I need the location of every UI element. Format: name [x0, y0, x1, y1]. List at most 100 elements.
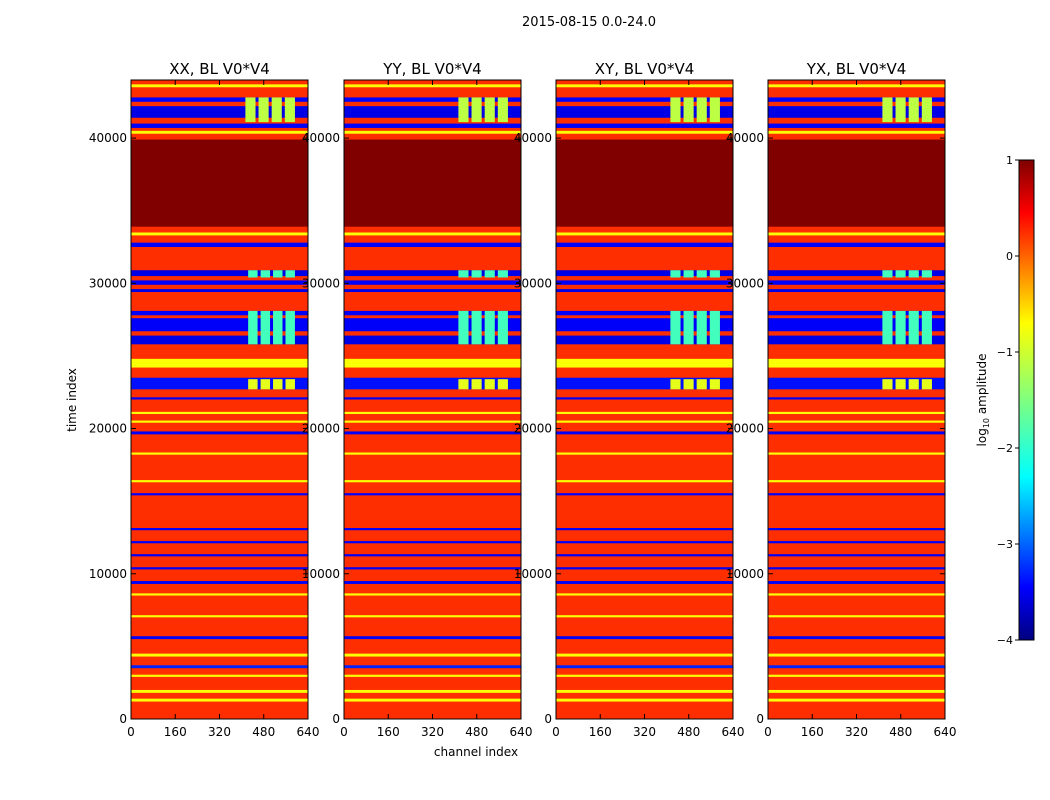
heatmap-band: [768, 397, 945, 400]
heatmap-band: [768, 554, 945, 557]
heatmap-band: [344, 377, 521, 390]
heatmap-band: [131, 528, 308, 531]
heatmap-band: [556, 310, 733, 316]
heatmap-patch: [670, 270, 681, 278]
heatmap-patch: [248, 379, 258, 390]
x-tick-label: 480: [677, 725, 700, 739]
heatmap-patch: [882, 379, 893, 390]
heatmap-patch: [908, 310, 919, 345]
heatmap-band: [768, 123, 945, 128]
x-tick-label: 320: [208, 725, 231, 739]
heatmap-band: [344, 593, 521, 596]
heatmap-patch: [696, 379, 707, 390]
heatmap-patch: [458, 310, 469, 345]
heatmap-band: [131, 232, 308, 236]
heatmap-band: [131, 674, 308, 677]
colorbar-tick-label: 0: [1006, 250, 1013, 263]
y-tick-label: 10000: [302, 567, 340, 581]
heatmap-band: [344, 97, 521, 102]
heatmap-band: [344, 335, 521, 345]
heatmap-band: [131, 665, 308, 669]
x-tick-label: 480: [252, 725, 275, 739]
heatmap-band: [556, 420, 733, 423]
heatmap-patch: [882, 270, 893, 278]
heatmap-band: [344, 636, 521, 640]
y-tick-label: 40000: [514, 131, 552, 145]
heatmap-band: [768, 653, 945, 657]
heatmap-patch: [497, 379, 508, 390]
heatmap-patch: [248, 270, 258, 278]
heatmap-band: [131, 130, 308, 134]
heatmap-band: [344, 452, 521, 455]
heatmap-band: [556, 280, 733, 285]
heatmap-patch: [709, 97, 720, 123]
heatmap-band: [768, 130, 945, 134]
x-tick-label: 320: [421, 725, 444, 739]
heatmap-band: [131, 615, 308, 618]
heatmap-band: [556, 431, 733, 435]
heatmap-patch: [271, 97, 282, 123]
y-tick-label: 0: [332, 712, 340, 726]
heatmap-patch: [683, 379, 694, 390]
y-tick-label: 20000: [726, 422, 764, 436]
heatmap-band: [131, 480, 308, 483]
x-tick-label: 640: [510, 725, 533, 739]
heatmap-patch: [709, 270, 720, 278]
heatmap-band: [131, 310, 308, 316]
heatmap-band: [768, 636, 945, 640]
x-tick-label: 640: [722, 725, 745, 739]
heatmap-band: [768, 698, 945, 702]
heatmap-patch: [245, 97, 256, 123]
y-axis-label: time index: [65, 368, 79, 432]
colorbar-gradient: [1018, 159, 1035, 641]
heatmap-band: [768, 232, 945, 236]
heatmap-patch: [285, 379, 295, 390]
y-tick-label: 20000: [89, 422, 127, 436]
colorbar-tick-label: −3: [997, 538, 1013, 551]
heatmap-band: [556, 123, 733, 128]
heatmap-band: [556, 581, 733, 584]
heatmap-band: [768, 420, 945, 423]
heatmap-band: [768, 567, 945, 570]
panel-title: YX, BL V0*V4: [806, 60, 907, 78]
y-tick-label: 10000: [726, 567, 764, 581]
heatmap-band: [768, 674, 945, 677]
heatmap-patch: [458, 97, 469, 123]
heatmap-patch: [273, 379, 283, 390]
heatmap-patch: [709, 310, 720, 345]
heatmap-band: [344, 84, 521, 88]
panel-title: XX, BL V0*V4: [169, 60, 270, 78]
heatmap-band: [131, 377, 308, 390]
heatmap-band: [556, 289, 733, 293]
heatmap-band: [131, 431, 308, 435]
heatmap-band: [556, 493, 733, 496]
heatmap-band: [344, 674, 521, 677]
heatmap-band: [344, 698, 521, 702]
heatmap-band: [131, 636, 308, 640]
y-tick-label: 10000: [89, 567, 127, 581]
heatmap-patch: [248, 310, 258, 345]
heatmap-band: [556, 106, 733, 118]
heatmap-band: [344, 480, 521, 483]
heatmap-patch: [895, 379, 906, 390]
heatmap-panel-4: YX, BL V0*V4 0 160 320 480 640 0 10000 20000 3000…: [726, 60, 957, 739]
y-tick-label: 40000: [302, 131, 340, 145]
heatmap-band: [768, 335, 945, 345]
heatmap-patch: [285, 270, 295, 278]
heatmap-band: [344, 541, 521, 544]
heatmap-band: [344, 615, 521, 618]
heatmap-band: [768, 106, 945, 118]
heatmap-band: [131, 698, 308, 702]
heatmap-band: [768, 289, 945, 293]
x-tick-label: 480: [465, 725, 488, 739]
heatmap-band: [131, 593, 308, 596]
heatmap-patch: [484, 379, 495, 390]
heatmap-band: [768, 97, 945, 102]
heatmap-band: [131, 581, 308, 584]
heatmap-band: [556, 232, 733, 236]
heatmap-patch: [273, 270, 283, 278]
colorbar-tick-label: 1: [1006, 154, 1013, 167]
heatmap-band: [556, 139, 733, 227]
colorbar-label-rest: amplitude: [975, 354, 989, 418]
heatmap-band: [131, 493, 308, 496]
